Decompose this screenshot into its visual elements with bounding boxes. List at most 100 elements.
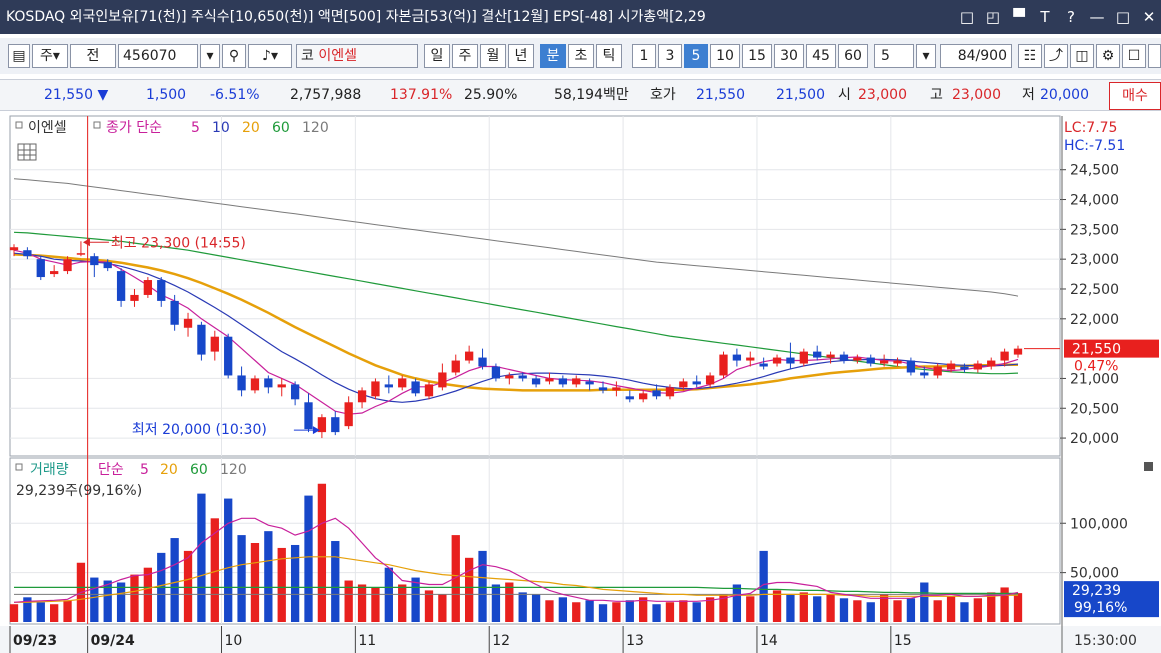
interval-10[interactable]: 10 xyxy=(710,44,740,68)
search-icon[interactable]: ⚲ xyxy=(222,44,246,68)
panel-close-icon[interactable] xyxy=(1144,462,1153,471)
volume-bar xyxy=(237,535,246,622)
ma5-line xyxy=(13,249,1019,415)
volume-bar xyxy=(545,600,554,622)
legend-ma5[interactable]: 5 xyxy=(191,120,200,136)
volume-bar xyxy=(973,598,982,622)
interval-45[interactable]: 45 xyxy=(806,44,836,68)
x-tick-label: 09/24 xyxy=(91,633,135,649)
period-minute[interactable]: 분 xyxy=(540,44,566,68)
candle-body xyxy=(879,360,889,364)
chart-area[interactable]: 24,500 24,000 23,500 23,000 22,500 22,000 21,0… xyxy=(0,114,1161,653)
period-second[interactable]: 초 xyxy=(568,44,594,68)
legend-stock-name[interactable]: 이엔셀 xyxy=(28,120,67,136)
volume-bar xyxy=(331,541,340,622)
pin-icon[interactable]: ▀ xyxy=(1013,8,1025,26)
volume-bar xyxy=(813,596,822,622)
minimize-icon[interactable]: — xyxy=(1089,8,1105,26)
volume-bar xyxy=(451,535,460,622)
volume-bar xyxy=(1013,593,1023,622)
code-dropdown-icon[interactable]: ▾ xyxy=(200,44,220,68)
vol-legend-ma5[interactable]: 5 xyxy=(140,462,149,478)
code-input[interactable]: 456070 xyxy=(118,44,198,68)
candle-body xyxy=(692,381,701,385)
candle-body xyxy=(264,378,273,388)
open-price: 23,000 xyxy=(858,87,907,103)
vol-legend-ma-label[interactable]: 단순 xyxy=(98,462,124,478)
volume-bar xyxy=(183,550,193,622)
volume-bar xyxy=(786,594,795,622)
code-type-select[interactable]: 주▾ xyxy=(32,44,68,68)
price-value: 21,550 xyxy=(44,87,93,103)
screen-icon[interactable]: ▤ xyxy=(8,44,30,68)
help-icon[interactable]: ? xyxy=(1067,8,1075,26)
interval-input[interactable]: 5 xyxy=(874,44,914,68)
x-tick-label: 14 xyxy=(760,633,778,649)
x-tick-label: 10 xyxy=(224,633,242,649)
candle-body xyxy=(290,384,300,400)
buy-button[interactable]: 매수 xyxy=(1109,82,1161,110)
volume-bar xyxy=(36,602,45,622)
interval-5[interactable]: 5 xyxy=(684,44,708,68)
down-arrow-icon: ▼ xyxy=(97,87,109,103)
volume-bar xyxy=(772,590,782,622)
speaker-icon[interactable]: ♪▾ xyxy=(248,44,292,68)
table-icon[interactable] xyxy=(17,143,37,161)
interval-15[interactable]: 15 xyxy=(742,44,772,68)
save-icon[interactable]: ◫ xyxy=(1070,44,1094,68)
legend-ma-label[interactable]: 종가 단순 xyxy=(106,120,162,136)
toolbar: ▤ 주▾ 전 456070 ▾ ⚲ ♪▾ 코 이엔셀 일 주 월 년 분 초 틱… xyxy=(0,38,1161,74)
candles xyxy=(9,241,1023,439)
legend-ma120[interactable]: 120 xyxy=(302,120,329,136)
candle-body xyxy=(652,390,661,397)
code-type-label: 주 xyxy=(40,48,53,64)
candle-body xyxy=(224,336,233,376)
candle-body xyxy=(973,363,982,370)
volume-tick-label: 50,000 xyxy=(1070,566,1119,582)
count-max: /900 xyxy=(975,48,1007,64)
volume-bar xyxy=(558,597,568,622)
legend-ma20[interactable]: 20 xyxy=(242,120,260,136)
interval-dropdown-icon[interactable]: ▾ xyxy=(916,44,936,68)
legend-ma10[interactable]: 10 xyxy=(212,120,230,136)
low-price: 20,000 xyxy=(1040,87,1089,103)
candle-body xyxy=(719,354,728,376)
vol-legend-ma60[interactable]: 60 xyxy=(190,462,208,478)
candle-body xyxy=(344,402,353,427)
font-icon[interactable]: T xyxy=(1040,8,1050,26)
volume-bar xyxy=(130,574,139,622)
period-year[interactable]: 년 xyxy=(508,44,534,68)
interval-3[interactable]: 3 xyxy=(658,44,682,68)
volume-bar xyxy=(224,498,233,622)
stock-name-field[interactable]: 코 이엔셀 xyxy=(296,44,418,68)
checkbox-icon[interactable]: ☐ xyxy=(1122,44,1146,68)
draw-icon[interactable]: ⤴ xyxy=(1044,44,1068,68)
prefix-label: 전 xyxy=(86,48,100,64)
interval-30[interactable]: 30 xyxy=(774,44,804,68)
legend-ma60[interactable]: 60 xyxy=(272,120,290,136)
period-day[interactable]: 일 xyxy=(424,44,450,68)
candle-body xyxy=(545,378,554,382)
close-icon[interactable]: ✕ xyxy=(1142,8,1156,26)
volume-label[interactable]: 거래량 xyxy=(30,462,69,478)
period-month[interactable]: 월 xyxy=(480,44,506,68)
candle-body xyxy=(424,384,434,397)
layout-icon[interactable]: □ xyxy=(959,8,975,26)
interval-60[interactable]: 60 xyxy=(838,44,868,68)
more-icon[interactable] xyxy=(1148,44,1161,68)
vol-legend-ma20[interactable]: 20 xyxy=(160,462,178,478)
prefix-button[interactable]: 전 xyxy=(70,44,116,68)
split-icon[interactable]: ◰ xyxy=(985,8,1001,26)
candle-icon[interactable]: ☷ xyxy=(1018,44,1042,68)
count-field[interactable]: 84/900 xyxy=(940,44,1012,68)
maximize-icon[interactable]: □ xyxy=(1115,8,1131,26)
vol-legend-ma120[interactable]: 120 xyxy=(220,462,247,478)
interval-1[interactable]: 1 xyxy=(632,44,656,68)
vol-ma5-line xyxy=(13,517,1019,603)
period-week[interactable]: 주 xyxy=(452,44,478,68)
legend-ma-box-icon xyxy=(93,121,101,129)
period-tick[interactable]: 틱 xyxy=(596,44,622,68)
gear-icon[interactable]: ⚙ xyxy=(1096,44,1120,68)
candle-body xyxy=(572,378,581,385)
x-tick-label: 09/23 xyxy=(13,633,57,649)
